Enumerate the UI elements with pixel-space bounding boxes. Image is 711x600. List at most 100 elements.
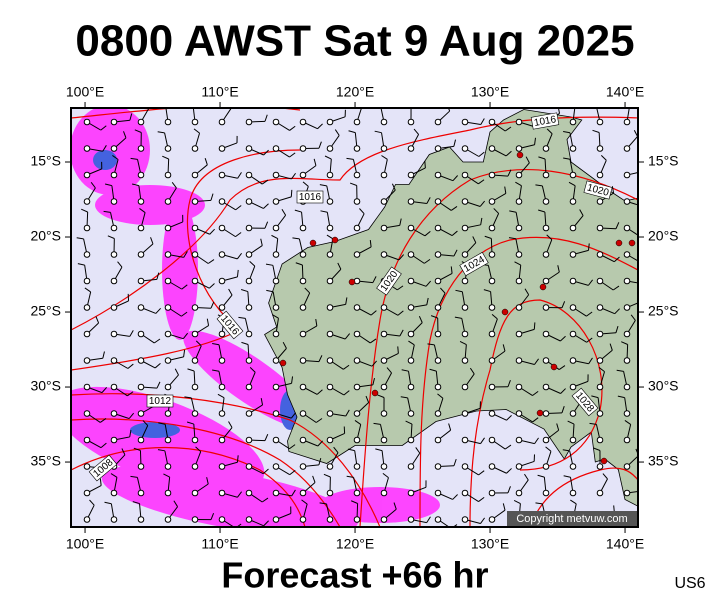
isobar-label-box <box>296 190 324 204</box>
barb-flag <box>546 128 553 135</box>
barb-flag <box>290 189 293 197</box>
barb-station <box>407 489 415 497</box>
barb-station <box>542 463 550 470</box>
barb-station <box>488 410 496 417</box>
barb-station <box>272 516 280 523</box>
barb-flag <box>235 205 242 211</box>
barb-station <box>623 357 631 364</box>
barb-station <box>326 198 334 205</box>
barb-station <box>83 383 91 391</box>
barb-station <box>299 145 307 152</box>
barb-flag <box>195 340 202 347</box>
barb-flag <box>452 175 459 182</box>
barb-station <box>488 463 496 470</box>
barb-station <box>272 330 280 338</box>
barb-station <box>299 118 307 126</box>
barb-station <box>137 436 145 444</box>
barb-station <box>83 198 91 205</box>
barb-station <box>218 330 226 338</box>
copyright: Copyright metvuw.com <box>516 513 627 525</box>
barb-flag <box>424 160 426 169</box>
barb-station <box>110 171 118 179</box>
barb-station <box>272 410 280 417</box>
barb-station <box>488 277 496 285</box>
barb-flag <box>117 261 123 268</box>
barb-flag <box>558 365 566 370</box>
barb-flag <box>532 417 539 423</box>
barb-station <box>461 198 469 205</box>
barb-flag <box>317 440 323 447</box>
barb-station <box>245 489 253 497</box>
barb-station <box>353 436 361 444</box>
barb-flag <box>162 155 169 160</box>
barb-station <box>623 436 631 444</box>
barb-station <box>380 436 388 444</box>
barb-station <box>488 145 496 152</box>
barb-flag <box>538 156 546 160</box>
barb-flag <box>99 418 107 423</box>
barb-flag <box>153 338 161 344</box>
barb-station <box>623 410 631 417</box>
barb-flag <box>509 210 517 213</box>
isobar-label-box <box>571 387 599 417</box>
barb-flag <box>343 364 350 370</box>
barb-flag <box>89 499 95 506</box>
barb-flag <box>453 249 458 257</box>
barb-flag <box>318 141 322 149</box>
barb-flag <box>100 125 107 131</box>
barb-flag <box>264 221 269 229</box>
barb-station <box>407 516 415 523</box>
barb-flag <box>326 234 334 240</box>
barb-station <box>83 277 91 285</box>
barb-station <box>596 171 604 179</box>
barb-flag <box>609 343 613 351</box>
barb-station <box>596 198 604 205</box>
barb-station <box>137 251 145 258</box>
barb-flag <box>525 156 530 164</box>
barb-station <box>434 463 442 470</box>
barb-flag <box>624 420 631 425</box>
isobar-label-box <box>88 454 118 482</box>
barb-station <box>623 383 631 391</box>
barb-station <box>488 171 496 179</box>
barb-station <box>407 251 415 258</box>
y-tick-label: 30°S <box>30 378 61 394</box>
barb-flag <box>535 502 543 505</box>
barb-flag <box>263 149 269 156</box>
barb-station <box>272 489 280 497</box>
barb-flag <box>102 145 107 152</box>
barb-station <box>542 436 550 444</box>
barb-station <box>434 330 442 338</box>
barb-flag <box>643 165 644 172</box>
barb-station <box>380 383 388 391</box>
barb-station <box>326 304 334 311</box>
barb-station <box>218 463 226 470</box>
barb-flag <box>294 209 302 213</box>
barb-flag <box>132 501 140 505</box>
barb-station <box>191 145 199 152</box>
barb-station <box>272 118 280 126</box>
barb-station <box>623 304 631 311</box>
barb-station <box>272 383 280 391</box>
barb-flag <box>560 388 566 394</box>
barb-flag <box>100 442 107 449</box>
barb-flag <box>398 254 405 261</box>
barb-flag <box>534 437 539 444</box>
barb-station <box>245 463 253 470</box>
barb-flag <box>365 395 370 403</box>
barb-station <box>407 224 415 232</box>
barb-flag <box>613 256 620 263</box>
barb-station <box>137 198 145 205</box>
barb-station <box>353 304 361 311</box>
barb-station <box>461 516 469 523</box>
barb-flag <box>249 260 256 267</box>
barb-flag <box>418 316 423 323</box>
barb-station <box>110 118 118 126</box>
barb-flag <box>289 444 296 450</box>
barb-station <box>245 171 253 179</box>
barb-station <box>299 171 307 179</box>
barb-station <box>245 357 253 364</box>
barb-station <box>515 251 523 258</box>
barb-flag <box>337 262 342 270</box>
barb-station <box>353 330 361 338</box>
